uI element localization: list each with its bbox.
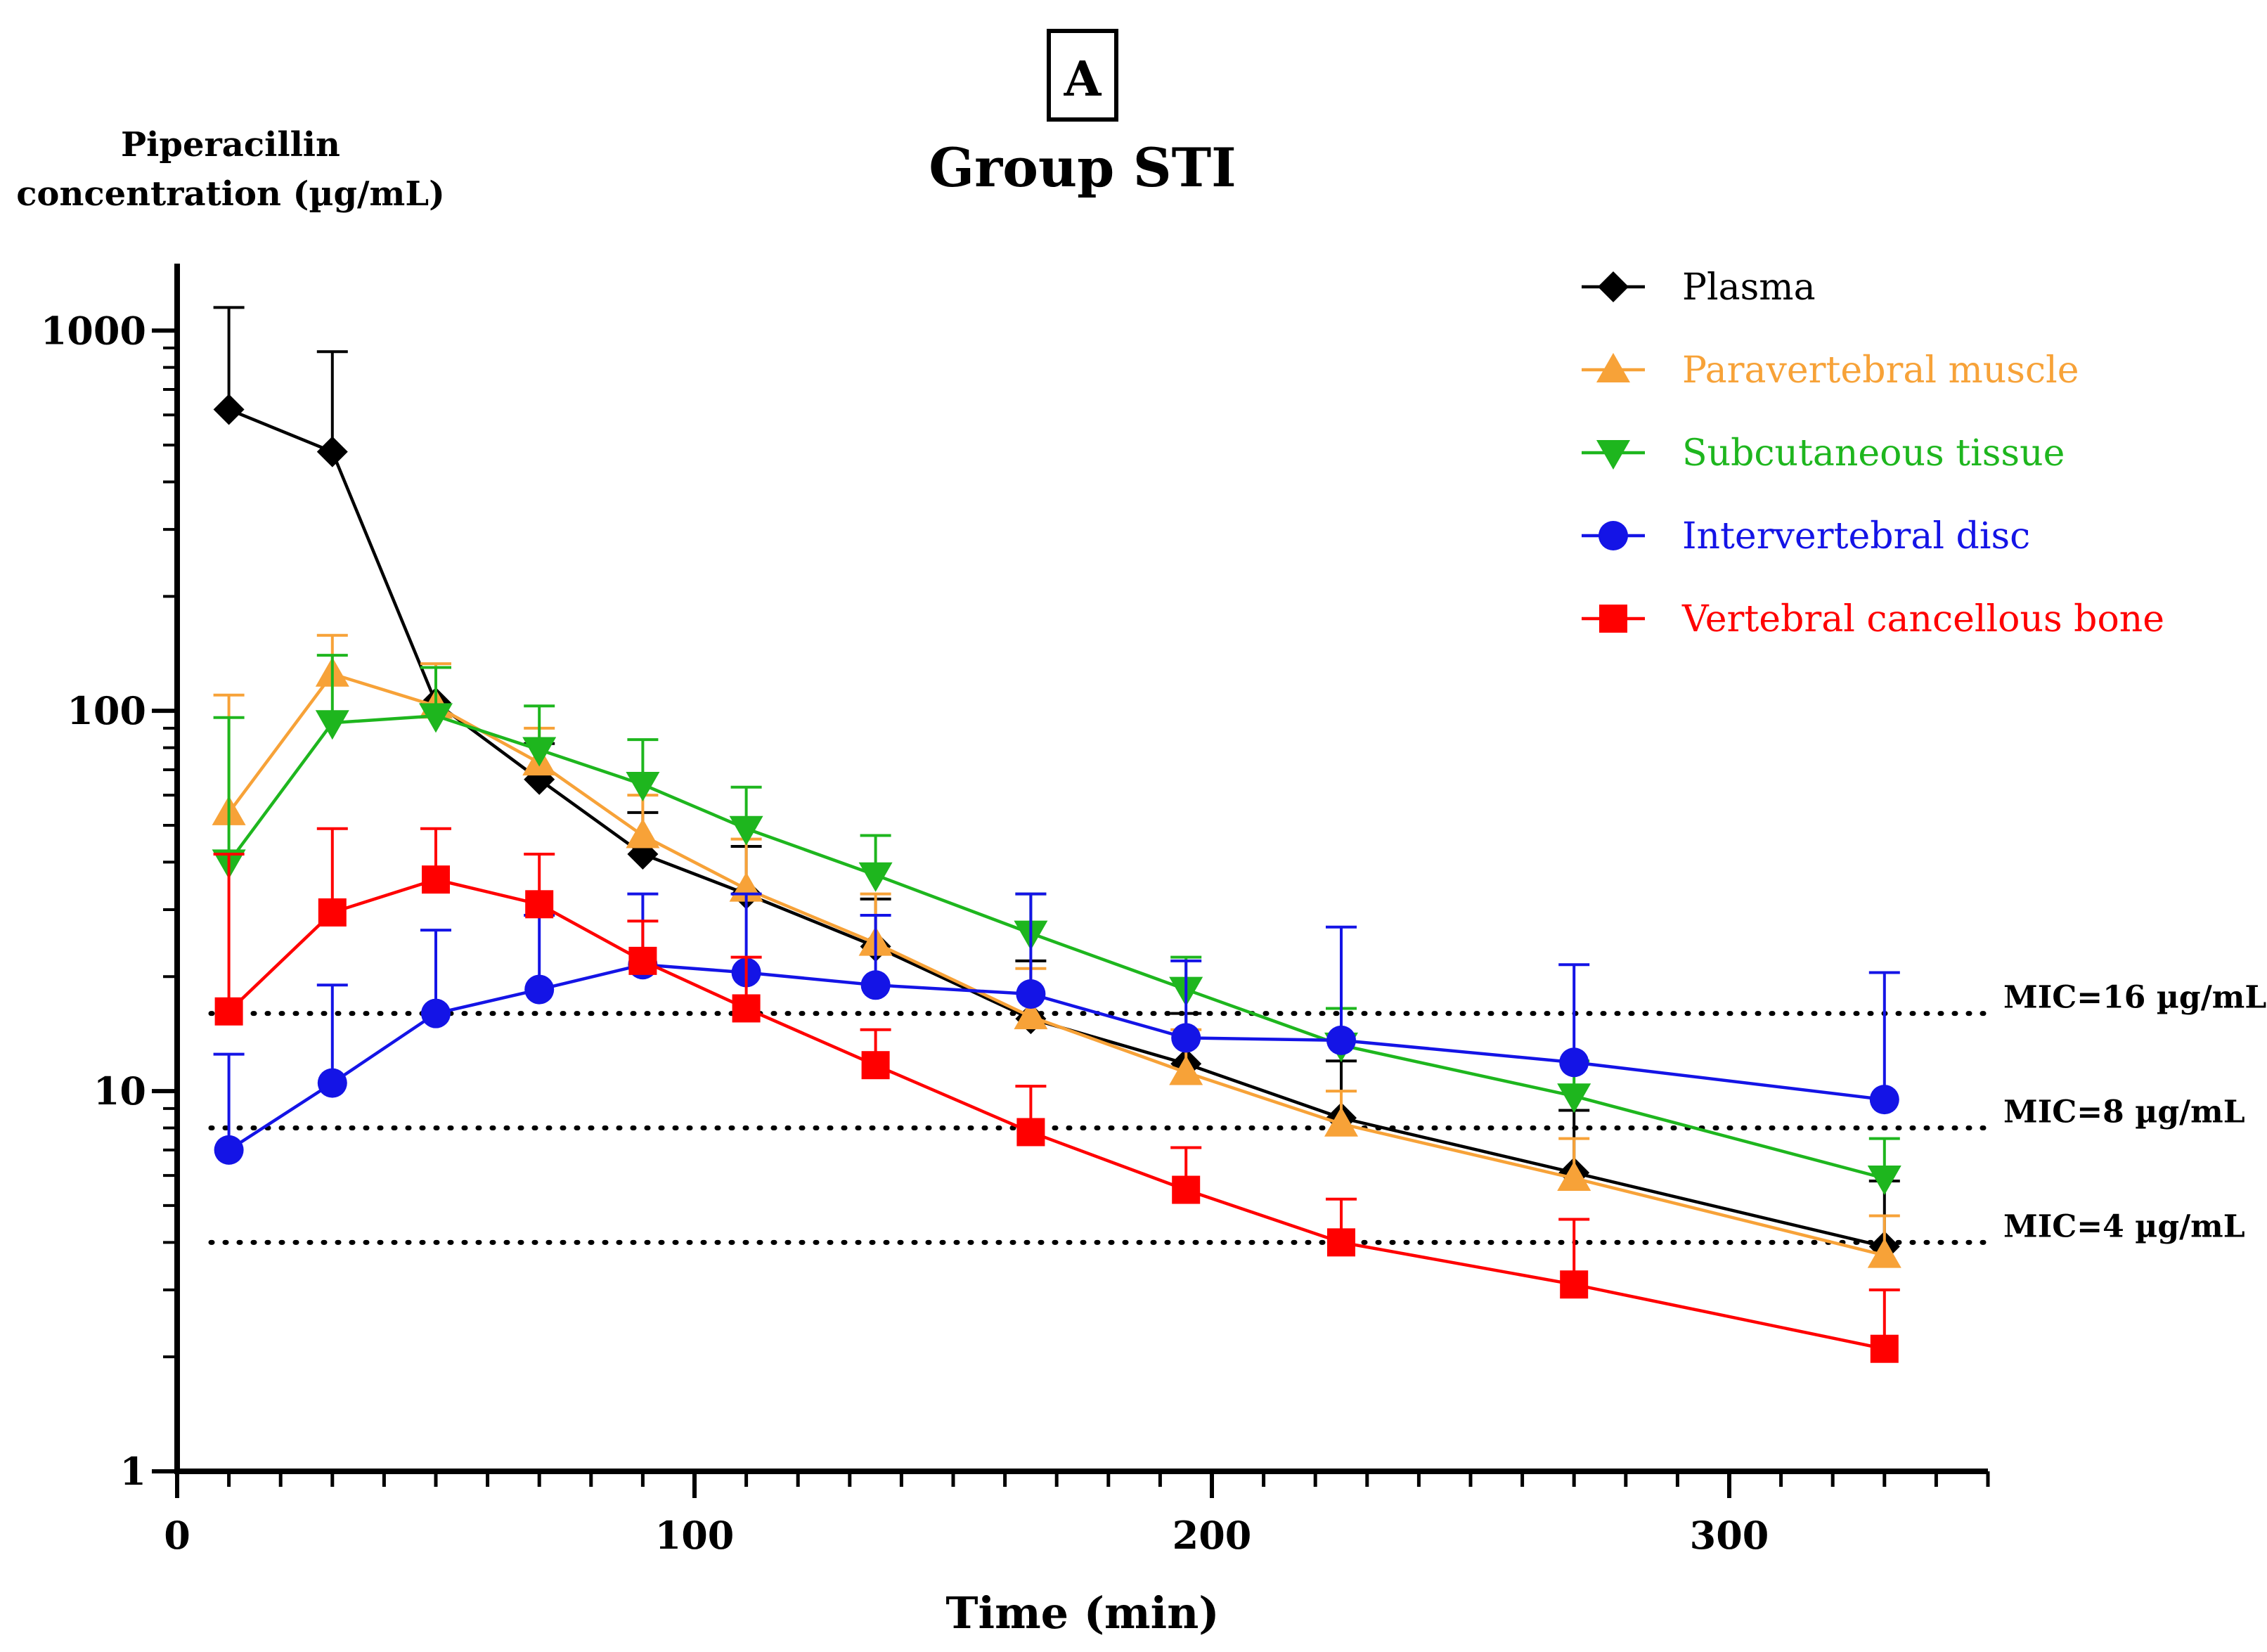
data-point-4-4 (628, 946, 657, 975)
data-point-3-8 (1171, 1023, 1201, 1053)
series-line-1 (227, 672, 1885, 1257)
series-2 (212, 654, 1901, 1196)
data-point-2-5 (729, 815, 763, 846)
data-point-1-8 (1169, 1055, 1203, 1085)
data-point-4-8 (1172, 1175, 1201, 1204)
x-tick-label-2: 200 (1173, 1513, 1252, 1558)
data-point-4-7 (1016, 1118, 1045, 1147)
reference-line-label-1: MIC=8 µg/mL (2003, 1095, 2245, 1130)
data-point-3-7 (1016, 979, 1046, 1009)
data-point-1-7 (1014, 1000, 1048, 1030)
series-line-0 (228, 408, 1885, 1248)
legend-swatch-marker-4 (1599, 605, 1627, 633)
legend-label-1: Paravertebral muscle (1682, 349, 2079, 392)
reference-line-label-2: MIC=4 µg/mL (2003, 1208, 2245, 1244)
data-point-3-2 (421, 998, 451, 1028)
legend-swatch-marker-3 (1598, 521, 1628, 550)
y-axis-label-line-1: Piperacillin (121, 125, 340, 164)
data-point-3-0 (214, 1135, 244, 1165)
legend-item-4: Vertebral cancellous bone (1582, 598, 2164, 640)
legend: Plasma Paravertebral muscle Subcutaneous t… (1582, 266, 2164, 640)
data-point-2-2 (419, 703, 453, 733)
data-point-3-9 (1326, 1025, 1356, 1055)
x-tick-label-3: 300 (1690, 1513, 1769, 1558)
y-tick-label-2: 100 (67, 688, 146, 733)
series-line-2 (227, 714, 1885, 1180)
data-point-2-1 (315, 710, 349, 740)
legend-swatch-marker-2 (1596, 440, 1630, 470)
panel-label: A (1064, 51, 1102, 108)
x-tick-label-1: 100 (655, 1513, 735, 1558)
reference-line-label-0: MIC=16 µg/mL (2003, 980, 2266, 1016)
series-4 (213, 827, 1900, 1363)
data-point-0-0 (213, 394, 245, 425)
panel-label-box (1047, 29, 1118, 122)
data-point-2-11 (1867, 1166, 1901, 1196)
legend-label-0: Plasma (1682, 266, 1816, 309)
data-point-1-9 (1324, 1106, 1358, 1137)
x-tick-label-0: 0 (164, 1513, 190, 1558)
legend-item-0: Plasma (1582, 266, 1816, 309)
data-point-2-3 (522, 737, 557, 767)
data-point-1-10 (1557, 1161, 1591, 1192)
legend-item-2: Subcutaneous tissue (1582, 432, 2065, 475)
data-point-3-11 (1869, 1085, 1899, 1115)
series-0 (213, 306, 1900, 1263)
data-point-4-10 (1560, 1270, 1589, 1299)
legend-item-1: Paravertebral muscle (1582, 349, 2079, 392)
series-3 (213, 892, 1900, 1165)
data-point-1-11 (1867, 1238, 1901, 1268)
data-point-4-6 (861, 1051, 890, 1080)
y-tick-label-3: 1000 (41, 308, 146, 353)
legend-label-4: Vertebral cancellous bone (1681, 598, 2164, 640)
data-point-4-11 (1870, 1334, 1899, 1363)
data-point-2-10 (1557, 1083, 1591, 1114)
data-point-2-4 (626, 772, 660, 802)
data-point-3-3 (524, 974, 555, 1005)
y-tick-label-1: 10 (93, 1069, 146, 1114)
data-point-4-5 (732, 994, 761, 1023)
y-axis-label-line-2: concentration (µg/mL) (16, 174, 445, 214)
series-line-4 (228, 877, 1885, 1350)
data-point-3-10 (1559, 1047, 1589, 1078)
series-line-3 (228, 962, 1885, 1151)
legend-swatch-marker-0 (1598, 271, 1629, 302)
x-axis-label: Time (min) (945, 1587, 1219, 1639)
data-point-2-6 (858, 862, 893, 892)
series-1 (212, 633, 1901, 1268)
data-point-3-6 (860, 970, 891, 1000)
data-point-4-9 (1327, 1228, 1355, 1257)
data-point-3-1 (317, 1068, 347, 1098)
legend-label-2: Subcutaneous tissue (1682, 432, 2065, 475)
legend-swatch-marker-1 (1596, 353, 1630, 382)
y-tick-label-0: 1 (120, 1449, 146, 1494)
data-point-4-1 (318, 898, 347, 927)
data-point-4-3 (525, 890, 554, 919)
data-point-0-1 (316, 436, 348, 467)
data-point-4-2 (422, 865, 450, 894)
chart-title: Group STI (929, 136, 1236, 199)
legend-label-3: Intervertebral disc (1682, 515, 2030, 557)
plot-area: MIC=16 µg/mL MIC=8 µg/mL MIC=4 µg/mL (208, 306, 2266, 1363)
axes: 0 100 200 300 1 10 100 1000 (41, 264, 1990, 1558)
data-point-4-0 (214, 997, 243, 1026)
legend-item-3: Intervertebral disc (1582, 515, 2030, 557)
data-point-1-4 (626, 818, 660, 848)
